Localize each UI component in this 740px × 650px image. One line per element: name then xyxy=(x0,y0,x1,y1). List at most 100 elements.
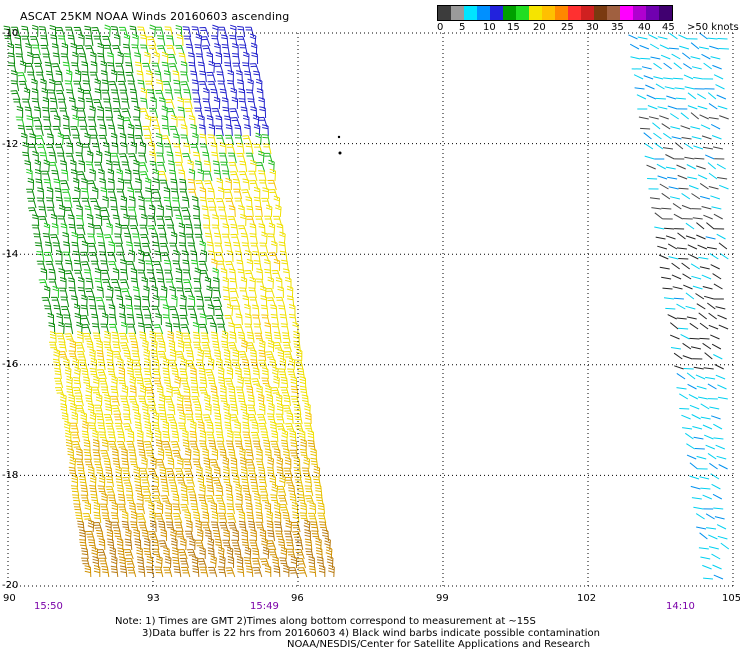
wind-barb xyxy=(161,115,169,128)
wind-barb xyxy=(690,56,701,60)
wind-barb xyxy=(246,331,255,344)
wind-barb xyxy=(233,242,242,254)
wind-barb xyxy=(128,196,136,209)
wind-barb xyxy=(183,215,193,227)
wind-barb xyxy=(659,115,669,120)
wind-barb xyxy=(105,475,114,488)
wind-barb xyxy=(244,493,252,506)
wind-barb xyxy=(140,234,150,245)
wind-barb xyxy=(138,152,147,164)
wind-barb xyxy=(107,538,115,551)
wind-barb xyxy=(120,395,129,407)
wind-barb xyxy=(237,225,248,236)
wind-barb xyxy=(80,315,90,326)
wind-barb xyxy=(65,439,73,452)
wind-barb xyxy=(210,331,219,344)
wind-barb xyxy=(199,386,209,398)
wind-barb xyxy=(145,566,155,578)
wind-barb xyxy=(687,105,698,110)
wind-barb xyxy=(225,134,235,146)
wind-barb xyxy=(143,378,154,389)
wind-barb xyxy=(100,503,109,515)
wind-barb xyxy=(233,188,243,200)
wind-barb xyxy=(317,502,325,515)
wind-barb xyxy=(144,177,152,191)
wind-barb xyxy=(310,457,319,470)
wind-barb xyxy=(182,439,190,452)
wind-barb xyxy=(138,521,148,533)
wind-barb xyxy=(100,269,111,281)
wind-barb xyxy=(686,164,696,170)
wind-barb xyxy=(701,206,712,210)
wind-barb xyxy=(174,521,184,533)
wind-barb xyxy=(63,197,73,209)
wind-barb xyxy=(190,386,200,398)
wind-barb xyxy=(150,349,159,362)
wind-barb xyxy=(718,324,729,330)
wind-barb xyxy=(218,555,226,569)
wind-barb xyxy=(59,277,67,289)
wind-barb xyxy=(716,163,726,170)
wind-barb xyxy=(65,26,75,38)
wind-barb xyxy=(96,413,105,425)
wind-barb xyxy=(718,48,729,50)
wind-barb xyxy=(89,105,96,119)
wind-barb xyxy=(7,52,16,65)
wind-barb xyxy=(249,539,259,551)
wind-barb xyxy=(230,297,241,308)
wind-barb xyxy=(84,501,91,514)
wind-barb xyxy=(81,557,90,569)
wind-barb xyxy=(216,358,223,370)
wind-barb xyxy=(657,245,668,250)
wind-barb xyxy=(49,97,58,110)
wind-barb xyxy=(686,372,696,380)
wind-barb xyxy=(314,484,323,497)
wind-barb xyxy=(72,114,79,128)
wind-barb xyxy=(684,143,694,150)
wind-barb xyxy=(48,161,59,173)
wind-barb xyxy=(198,260,208,272)
wind-barb xyxy=(326,555,334,569)
wind-barb xyxy=(10,70,18,83)
wind-barb xyxy=(102,35,112,47)
wind-barb xyxy=(271,366,279,380)
wind-barb xyxy=(708,117,719,120)
wind-barb xyxy=(245,89,255,101)
wind-barb xyxy=(705,513,715,520)
wind-barb xyxy=(164,216,175,227)
wind-barb xyxy=(137,565,146,578)
wind-barb xyxy=(644,155,655,160)
wind-barb xyxy=(207,547,215,560)
wind-barb xyxy=(676,303,686,310)
wind-barb xyxy=(194,44,203,56)
wind-barb xyxy=(215,52,223,65)
wind-barb xyxy=(31,24,39,38)
wind-barb xyxy=(228,268,237,281)
wind-barb xyxy=(256,448,263,461)
wind-barb xyxy=(692,285,703,290)
wind-barb xyxy=(141,529,149,542)
wind-barb xyxy=(153,178,160,191)
wind-barb xyxy=(214,422,223,434)
wind-barb xyxy=(229,171,240,182)
wind-barb xyxy=(228,205,236,218)
wind-barb xyxy=(234,547,242,560)
wind-barb xyxy=(645,84,655,90)
wind-barb xyxy=(637,36,648,40)
wind-barb xyxy=(83,449,92,461)
wind-barb xyxy=(182,429,189,443)
wind-barb xyxy=(264,322,272,335)
wind-barb xyxy=(160,285,168,299)
wind-barb xyxy=(48,268,57,281)
wind-barb xyxy=(110,395,120,407)
wind-barb xyxy=(119,556,126,569)
wind-barb xyxy=(307,430,315,443)
wind-barb xyxy=(139,384,147,398)
wind-barb xyxy=(665,307,676,310)
wind-barb xyxy=(264,215,274,227)
wind-barb xyxy=(258,422,268,434)
wind-barb xyxy=(685,305,696,310)
wind-barb xyxy=(696,234,706,240)
wind-barb xyxy=(105,116,115,128)
wind-barb xyxy=(106,359,115,371)
